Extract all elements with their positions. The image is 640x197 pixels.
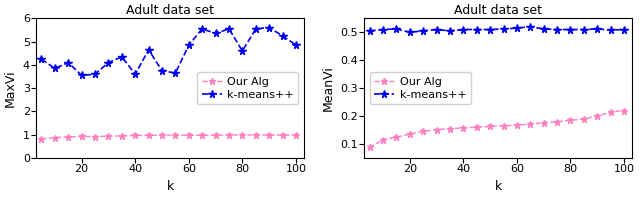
Our Alg xyxy=(566,119,574,122)
Our Alg xyxy=(419,130,427,133)
Our Alg xyxy=(145,134,152,137)
k-means++ xyxy=(566,28,574,31)
k-means++ xyxy=(279,35,287,37)
k-means++ xyxy=(513,27,521,29)
Line: Our Alg: Our Alg xyxy=(38,132,300,142)
Our Alg xyxy=(78,135,86,138)
Our Alg xyxy=(513,124,521,126)
Our Alg xyxy=(553,121,561,123)
k-means++ xyxy=(419,30,427,32)
k-means++ xyxy=(266,26,273,29)
Our Alg xyxy=(392,136,400,138)
k-means++ xyxy=(158,70,166,72)
k-means++ xyxy=(104,61,112,64)
Our Alg xyxy=(51,136,59,139)
Our Alg xyxy=(225,134,233,136)
Our Alg xyxy=(239,134,246,136)
Our Alg xyxy=(580,118,588,120)
k-means++ xyxy=(131,73,139,75)
k-means++ xyxy=(607,29,614,31)
Our Alg xyxy=(460,127,467,129)
k-means++ xyxy=(486,28,494,31)
Our Alg xyxy=(252,134,260,136)
Legend: Our Alg, k-means++: Our Alg, k-means++ xyxy=(197,72,298,104)
Our Alg xyxy=(38,138,45,140)
Our Alg xyxy=(292,134,300,136)
k-means++ xyxy=(446,30,454,32)
k-means++ xyxy=(392,28,400,30)
k-means++ xyxy=(118,56,125,58)
Line: Our Alg: Our Alg xyxy=(366,107,628,151)
Line: k-means++: k-means++ xyxy=(38,24,300,79)
Our Alg xyxy=(266,134,273,136)
k-means++ xyxy=(65,61,72,64)
k-means++ xyxy=(252,28,260,30)
k-means++ xyxy=(460,28,467,31)
Our Alg xyxy=(446,127,454,130)
Our Alg xyxy=(473,126,481,128)
Title: Adult data set: Adult data set xyxy=(454,4,542,17)
k-means++ xyxy=(78,74,86,77)
k-means++ xyxy=(527,26,534,28)
Our Alg xyxy=(172,134,179,136)
Our Alg xyxy=(433,128,440,131)
Our Alg xyxy=(365,146,373,149)
k-means++ xyxy=(433,28,440,31)
k-means++ xyxy=(145,49,152,51)
k-means++ xyxy=(38,58,45,60)
Our Alg xyxy=(65,136,72,138)
k-means++ xyxy=(185,44,193,46)
k-means++ xyxy=(553,28,561,31)
Our Alg xyxy=(486,125,494,128)
k-means++ xyxy=(292,44,300,46)
k-means++ xyxy=(473,28,481,31)
k-means++ xyxy=(91,73,99,75)
Our Alg xyxy=(118,135,125,137)
k-means++ xyxy=(406,31,413,33)
Our Alg xyxy=(158,134,166,136)
Our Alg xyxy=(540,122,548,124)
Our Alg xyxy=(131,134,139,137)
k-means++ xyxy=(379,28,387,31)
k-means++ xyxy=(172,72,179,74)
Our Alg xyxy=(91,135,99,138)
k-means++ xyxy=(365,30,373,32)
Legend: Our Alg, k-means++: Our Alg, k-means++ xyxy=(370,72,471,104)
Title: Adult data set: Adult data set xyxy=(126,4,214,17)
k-means++ xyxy=(198,28,206,30)
X-axis label: k: k xyxy=(495,180,502,193)
Our Alg xyxy=(279,134,287,136)
k-means++ xyxy=(540,28,548,30)
Our Alg xyxy=(212,134,220,136)
k-means++ xyxy=(593,28,601,30)
Our Alg xyxy=(185,134,193,136)
k-means++ xyxy=(239,50,246,52)
k-means++ xyxy=(51,67,59,70)
k-means++ xyxy=(620,28,628,31)
Our Alg xyxy=(607,111,614,113)
Y-axis label: MeanVi: MeanVi xyxy=(322,65,335,111)
Our Alg xyxy=(527,123,534,125)
Our Alg xyxy=(620,109,628,112)
Our Alg xyxy=(198,134,206,136)
Our Alg xyxy=(406,133,413,136)
X-axis label: k: k xyxy=(166,180,173,193)
Y-axis label: MaxVi: MaxVi xyxy=(4,69,17,107)
Our Alg xyxy=(500,125,508,127)
k-means++ xyxy=(500,28,508,30)
k-means++ xyxy=(225,28,233,30)
k-means++ xyxy=(580,28,588,31)
Our Alg xyxy=(593,115,601,117)
k-means++ xyxy=(212,32,220,35)
Our Alg xyxy=(104,135,112,137)
Our Alg xyxy=(379,139,387,141)
Line: k-means++: k-means++ xyxy=(365,23,628,36)
